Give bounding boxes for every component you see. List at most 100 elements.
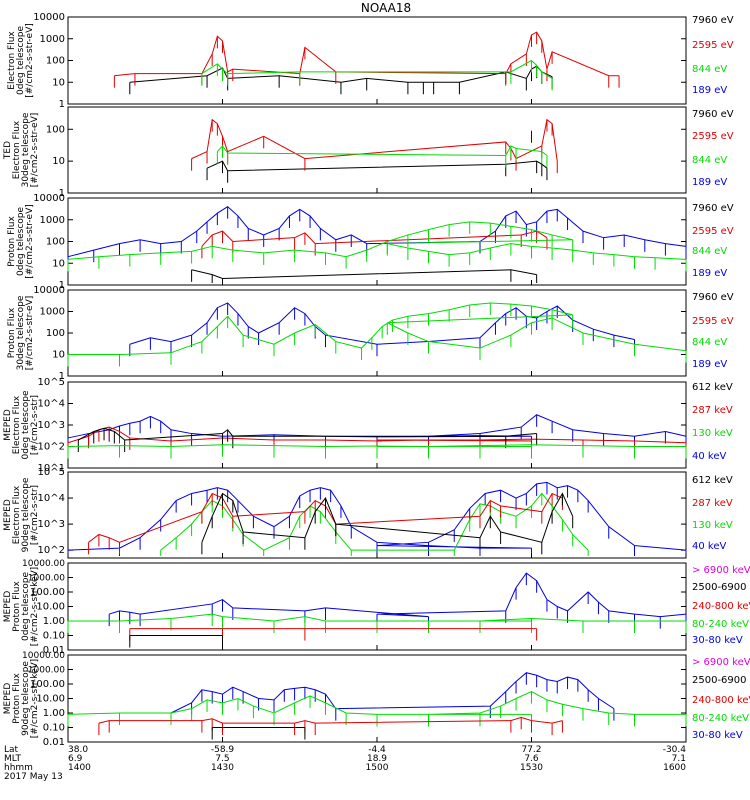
series-blue (67, 206, 687, 269)
panel-frame (67, 16, 687, 105)
series-line (67, 206, 687, 258)
series-green (67, 302, 687, 367)
series-blue (170, 672, 615, 725)
panel-8: 0.01 0.10 1.00 10.00 100.00 1000.00 10000.00 ME… (3, 651, 750, 748)
panel-6: 10^2 10^3 10^4 10^5 MEPED Electron Flux 90deg … (3, 467, 733, 559)
y-tick-label: 100 (46, 56, 65, 67)
y-tick-label: 100 (46, 328, 65, 339)
series-line (206, 160, 548, 172)
series-line (114, 31, 620, 77)
y-tick-label: 10 (52, 350, 65, 361)
panel-frame (67, 106, 687, 194)
y-tick-label: 10^2 (38, 545, 65, 556)
series-green (216, 145, 548, 168)
y-tick-label: 100.00 (30, 587, 65, 598)
series-line (68, 302, 687, 355)
legend-entry-green: 80-240 keV (692, 619, 749, 630)
legend-entry-green: 80-240 keV (692, 713, 749, 724)
panel-3: 1 10 100 1000 10000 Proton Flux 0deg telescope… (7, 193, 734, 291)
series-line (216, 145, 548, 157)
y-tick-label: 10^1 (38, 463, 65, 474)
legend-entry-black: 2500-6900 (692, 675, 747, 686)
series-black (129, 635, 223, 648)
x-row-label: 2017 May 13 (4, 772, 63, 782)
legend-entry-blue: 189 eV (692, 268, 727, 279)
legend-entry-blue: 30-80 keV (692, 730, 743, 741)
legend-entry-black: 7960 eV (692, 109, 734, 120)
panel-frame (67, 654, 687, 743)
legend-entry-red: 287 keV (692, 498, 733, 509)
series-green (67, 613, 687, 633)
y-axis-label-line: MEPED (3, 683, 13, 715)
x-tick-label-mlt: 6.9 (68, 754, 83, 764)
y-axis-label-line: [#/cm2-s-str-keV] (30, 659, 40, 738)
y-axis-label-line: 0deg telescope (21, 390, 31, 460)
legend-entry-red: 240-800 keV (692, 601, 750, 612)
y-axis-label-line: Proton Flux (12, 673, 22, 724)
series-blue (108, 572, 687, 629)
y-tick-label: 10.00 (36, 694, 65, 705)
x-tick-label-hhmm: 1400 (68, 763, 91, 773)
y-axis-label-line: [#/cm2-s-str-eV] (25, 204, 35, 279)
y-tick-label: 10.00 (36, 602, 65, 613)
series-red (98, 716, 563, 736)
y-axis-label-line: Proton Flux (12, 581, 22, 632)
y-tick-label: 10000 (33, 12, 65, 23)
series-line (201, 492, 574, 543)
x-tick-label-mlt: 7.6 (524, 754, 539, 764)
panel-5: 10^1 10^2 10^3 10^4 10^5 MEPED Electron Flux 0d… (3, 377, 733, 474)
legend-entry-magenta: > 6900 keV (692, 657, 750, 668)
x-tick-label-lat: 38.0 (68, 745, 88, 755)
x-row-label: MLT (4, 754, 22, 764)
y-tick-label: 100.00 (30, 679, 65, 690)
y-tick-label: 1000.00 (28, 666, 65, 676)
y-tick-label: 1.00 (43, 708, 65, 719)
x-tick-label-hhmm: 1500 (366, 763, 389, 773)
y-axis-label-line: 0deg telescope (16, 207, 26, 277)
y-tick-label: 10^2 (38, 442, 65, 453)
legend-entry-black: 612 keV (692, 382, 733, 393)
legend-entry-blue: 30-80 keV (692, 635, 743, 646)
plot-title: NOAA18 (361, 1, 411, 15)
series-green (67, 221, 687, 272)
y-tick-label: 0.10 (43, 631, 65, 642)
series-red (191, 118, 558, 174)
y-tick-label: 0.10 (43, 723, 65, 734)
x-row-label: hhmm (4, 763, 33, 773)
series-red (88, 492, 563, 555)
y-tick-label: 0.01 (43, 737, 65, 748)
y-axis-label-line: Proton Flux (7, 216, 17, 267)
series-red (129, 628, 538, 641)
legend-entry-red: 2595 eV (692, 40, 734, 51)
panel-7: 0.01 0.10 1.00 10.00 100.00 1000.00 10000.00 ME… (3, 559, 750, 656)
legend-entry-green: 130 keV (692, 428, 733, 439)
panel-1: 1 10 100 1000 10000 Electron Flux 0deg telesco… (7, 12, 734, 110)
y-axis-label-line: 0deg telescope (16, 26, 26, 96)
y-axis-label-line: [#/cm2-s-str-eV] (30, 113, 40, 188)
series-line (201, 230, 548, 247)
y-axis-label-line: Electron Flux (12, 485, 22, 544)
y-tick-label: 10000 (33, 285, 65, 296)
time-axis: 38.06.91400-58.97.51430-4.418.9150077.27… (4, 99, 687, 782)
y-tick-label: 10 (52, 156, 65, 167)
series-green (67, 691, 687, 727)
legend-entry-blue: 189 eV (692, 359, 727, 370)
y-axis-label-line: [#/cm2-s-str-eV] (25, 296, 35, 371)
series-green (201, 59, 553, 91)
legend-entry-red: 2595 eV (692, 226, 734, 237)
series-line (88, 492, 563, 543)
series-black (77, 427, 538, 453)
y-axis-label-line: [#/cm2-s-str-eV] (25, 23, 35, 98)
y-tick-label: 1000 (40, 215, 65, 226)
y-tick-label: 10^5 (38, 467, 65, 478)
y-axis-label-line: Proton Flux (7, 307, 17, 358)
legend-entry-red: 2595 eV (692, 131, 734, 142)
legend-entry-blue: 189 eV (692, 85, 727, 96)
legend-entry-red: 240-800 keV (692, 695, 750, 706)
legend-entry-magenta: > 6900 keV (692, 565, 750, 576)
legend-entry-black: 2500-6900 (692, 582, 747, 593)
y-tick-label: 10^3 (38, 420, 65, 431)
legend-entry-green: 844 eV (692, 337, 727, 348)
legend-entry-red: 2595 eV (692, 316, 734, 327)
